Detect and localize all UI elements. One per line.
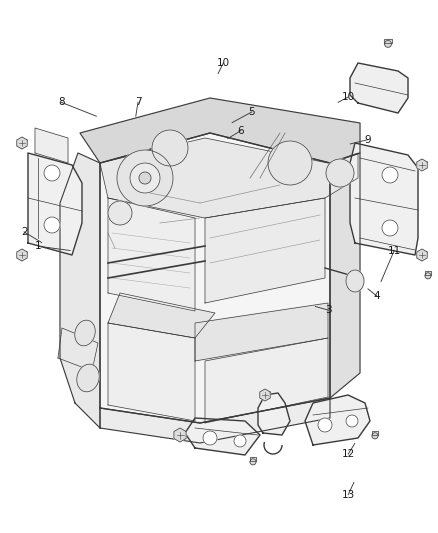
Text: 10: 10 bbox=[342, 92, 355, 102]
Bar bbox=[250, 457, 256, 461]
Circle shape bbox=[382, 167, 398, 183]
Polygon shape bbox=[17, 249, 27, 261]
Bar bbox=[385, 38, 392, 43]
Circle shape bbox=[234, 435, 246, 447]
Polygon shape bbox=[205, 198, 325, 303]
Bar bbox=[372, 431, 378, 435]
Polygon shape bbox=[108, 198, 195, 311]
Polygon shape bbox=[417, 159, 427, 171]
Polygon shape bbox=[100, 398, 330, 443]
Circle shape bbox=[44, 217, 60, 233]
Polygon shape bbox=[28, 153, 82, 255]
Text: 8: 8 bbox=[58, 98, 65, 107]
Bar bbox=[372, 431, 378, 435]
Polygon shape bbox=[108, 293, 215, 338]
Circle shape bbox=[382, 220, 398, 236]
Circle shape bbox=[385, 41, 392, 47]
Text: 5: 5 bbox=[248, 107, 255, 117]
Text: 1: 1 bbox=[35, 241, 42, 251]
Circle shape bbox=[268, 141, 312, 185]
Polygon shape bbox=[108, 323, 195, 421]
Bar bbox=[385, 38, 392, 43]
Circle shape bbox=[372, 433, 378, 439]
Circle shape bbox=[139, 172, 151, 184]
Text: 11: 11 bbox=[388, 246, 401, 255]
Polygon shape bbox=[305, 395, 370, 445]
Circle shape bbox=[108, 201, 132, 225]
Circle shape bbox=[130, 163, 160, 193]
Polygon shape bbox=[417, 249, 427, 261]
Polygon shape bbox=[17, 137, 27, 149]
Circle shape bbox=[425, 273, 431, 279]
Circle shape bbox=[203, 431, 217, 445]
Circle shape bbox=[117, 150, 173, 206]
Polygon shape bbox=[100, 138, 358, 218]
Bar bbox=[425, 271, 431, 275]
Polygon shape bbox=[350, 143, 418, 255]
Circle shape bbox=[250, 459, 256, 465]
Polygon shape bbox=[205, 338, 328, 423]
Polygon shape bbox=[185, 418, 260, 455]
Text: 9: 9 bbox=[364, 135, 371, 144]
Text: 7: 7 bbox=[134, 98, 141, 107]
Polygon shape bbox=[58, 328, 98, 371]
Circle shape bbox=[346, 415, 358, 427]
Ellipse shape bbox=[75, 320, 95, 346]
Text: 12: 12 bbox=[342, 449, 355, 459]
Text: 4: 4 bbox=[373, 291, 380, 301]
Text: 6: 6 bbox=[237, 126, 244, 135]
Circle shape bbox=[318, 418, 332, 432]
Polygon shape bbox=[80, 98, 360, 163]
Polygon shape bbox=[350, 63, 408, 113]
Circle shape bbox=[44, 165, 60, 181]
Polygon shape bbox=[260, 389, 270, 401]
Circle shape bbox=[152, 130, 188, 166]
Polygon shape bbox=[174, 428, 186, 442]
Text: 10: 10 bbox=[217, 58, 230, 68]
Circle shape bbox=[326, 159, 354, 187]
Polygon shape bbox=[60, 153, 100, 428]
Polygon shape bbox=[35, 128, 68, 163]
Text: 13: 13 bbox=[342, 490, 355, 499]
Polygon shape bbox=[195, 303, 328, 361]
Polygon shape bbox=[330, 153, 360, 398]
Text: 2: 2 bbox=[21, 227, 28, 237]
Bar bbox=[250, 457, 256, 461]
Ellipse shape bbox=[346, 270, 364, 292]
Polygon shape bbox=[258, 393, 290, 435]
Bar bbox=[425, 271, 431, 275]
Polygon shape bbox=[100, 133, 330, 423]
Text: 3: 3 bbox=[325, 305, 332, 315]
Ellipse shape bbox=[77, 364, 99, 392]
